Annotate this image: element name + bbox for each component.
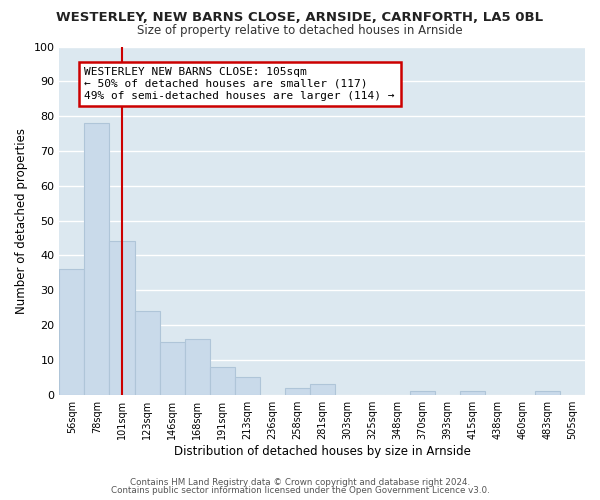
Bar bbox=[134, 311, 160, 394]
Bar bbox=[109, 242, 134, 394]
Bar bbox=[284, 388, 310, 394]
Bar bbox=[310, 384, 335, 394]
Bar bbox=[160, 342, 185, 394]
Bar bbox=[535, 391, 560, 394]
Bar bbox=[235, 378, 260, 394]
Bar bbox=[410, 391, 435, 394]
Bar bbox=[209, 367, 235, 394]
Bar bbox=[59, 270, 85, 394]
Text: Size of property relative to detached houses in Arnside: Size of property relative to detached ho… bbox=[137, 24, 463, 37]
Bar bbox=[185, 339, 209, 394]
X-axis label: Distribution of detached houses by size in Arnside: Distribution of detached houses by size … bbox=[174, 444, 470, 458]
Y-axis label: Number of detached properties: Number of detached properties bbox=[15, 128, 28, 314]
Text: WESTERLEY NEW BARNS CLOSE: 105sqm
← 50% of detached houses are smaller (117)
49%: WESTERLEY NEW BARNS CLOSE: 105sqm ← 50% … bbox=[85, 68, 395, 100]
Text: WESTERLEY, NEW BARNS CLOSE, ARNSIDE, CARNFORTH, LA5 0BL: WESTERLEY, NEW BARNS CLOSE, ARNSIDE, CAR… bbox=[56, 11, 544, 24]
Text: Contains public sector information licensed under the Open Government Licence v3: Contains public sector information licen… bbox=[110, 486, 490, 495]
Text: Contains HM Land Registry data © Crown copyright and database right 2024.: Contains HM Land Registry data © Crown c… bbox=[130, 478, 470, 487]
Bar bbox=[85, 123, 109, 394]
Bar bbox=[460, 391, 485, 394]
